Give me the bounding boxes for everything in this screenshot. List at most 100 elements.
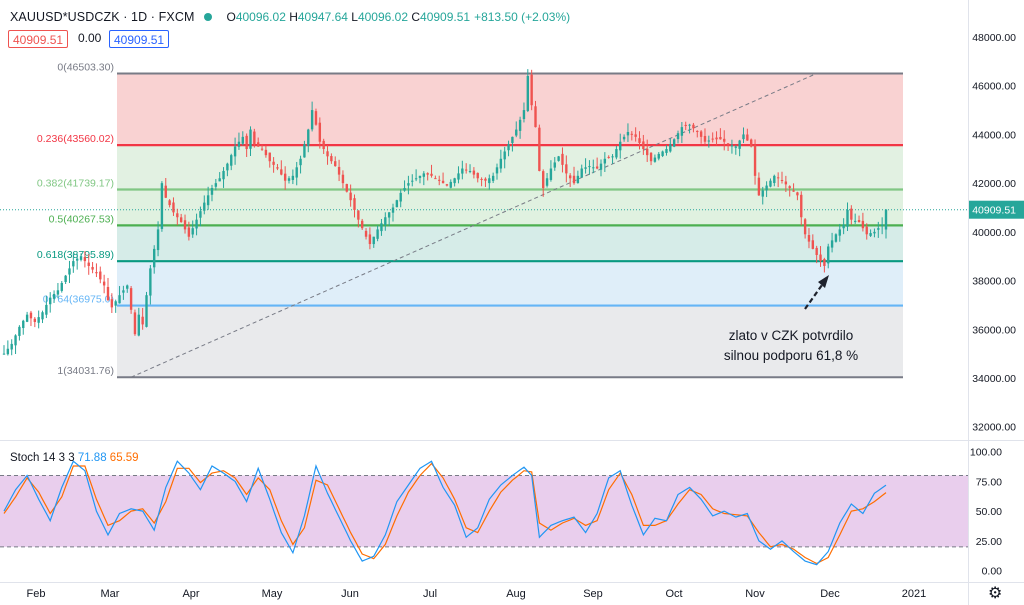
candle (538, 124, 541, 172)
candle (642, 134, 645, 155)
candle (2, 345, 6, 355)
fib-label-0: 0(46503.30) (57, 61, 114, 73)
candle (672, 138, 676, 148)
candle (45, 295, 48, 319)
candle (353, 194, 356, 218)
candle (137, 307, 140, 337)
candle (495, 163, 499, 180)
candle (526, 69, 530, 113)
candle-body (803, 219, 807, 235)
candle-body (22, 320, 25, 329)
candle (696, 130, 699, 138)
candle (6, 340, 10, 356)
settings-gear-icon[interactable]: ⚙ (988, 585, 1003, 602)
candle-body (873, 231, 876, 234)
candle (638, 131, 641, 150)
candle-body (572, 175, 576, 184)
candle-body (403, 188, 406, 191)
candle (164, 177, 167, 199)
candle (172, 197, 175, 216)
stoch-d-value: 65.59 (109, 452, 139, 464)
candle (222, 167, 225, 188)
candle (484, 177, 487, 187)
buy-price-button[interactable]: 40909.51 (109, 30, 170, 48)
annotation-arrow-head (818, 275, 829, 288)
candle (468, 164, 472, 174)
candle (72, 253, 75, 273)
candle (106, 277, 110, 302)
candle (688, 123, 691, 134)
fib-label-0.236: 0.236(43560.02) (37, 133, 114, 145)
candle-body (815, 247, 818, 255)
candle (746, 128, 749, 141)
candle (457, 166, 460, 184)
candle (788, 185, 791, 197)
candle (626, 123, 630, 142)
candle (87, 254, 90, 275)
candle (553, 157, 556, 171)
candle-body (669, 144, 672, 152)
stoch-tick-label: 0.00 (982, 566, 1003, 578)
candle (576, 170, 580, 184)
candle-body (538, 127, 541, 171)
candle (438, 175, 441, 186)
candle-body (364, 230, 368, 237)
candle-body (318, 122, 322, 142)
candle (49, 292, 52, 313)
sell-price-button[interactable]: 40909.51 (8, 30, 69, 48)
candle-body (422, 173, 426, 177)
candle (56, 283, 60, 299)
candle-body (75, 258, 79, 261)
candle (37, 310, 40, 329)
candle (99, 266, 102, 284)
candle-body (534, 106, 537, 128)
candle (742, 127, 745, 144)
candle-body (95, 272, 98, 274)
candle (434, 175, 437, 180)
candle (18, 325, 21, 341)
candle-body (295, 167, 298, 178)
candle-body (676, 133, 680, 140)
fib-band-0.5-0.618 (117, 225, 903, 262)
candle (179, 213, 183, 223)
candle-body (322, 140, 325, 150)
candle-body (857, 220, 861, 223)
candle (719, 128, 722, 140)
candle-body (518, 119, 522, 131)
candle (823, 257, 826, 273)
symbol-title[interactable]: XAUUSD*USDCZK · 1D · FXCM (10, 10, 195, 24)
fib-band-0.236-0.382 (117, 145, 903, 190)
candle-body (773, 175, 776, 184)
candle-body (561, 153, 564, 165)
candle-body (25, 314, 29, 322)
candle-body (118, 295, 121, 304)
candle-body (237, 141, 241, 147)
candle (149, 265, 152, 305)
candle (195, 213, 198, 236)
candle-body (592, 167, 595, 169)
fib-band-0.618-0.764 (117, 261, 903, 306)
candle-body (611, 156, 614, 158)
candle-body (595, 166, 599, 169)
candle (387, 211, 391, 227)
fib-label-1: 1(34031.76) (57, 365, 114, 377)
candle (214, 178, 218, 191)
candle-body (414, 178, 418, 180)
candle-body (511, 136, 514, 144)
candle-body (646, 148, 649, 156)
candle (430, 164, 433, 178)
candle (830, 232, 834, 253)
candle-body (203, 202, 206, 211)
candle (572, 166, 576, 185)
candle (391, 203, 395, 222)
candle-body (515, 129, 518, 136)
candle (607, 155, 610, 159)
candle (476, 172, 479, 183)
candle-body (711, 138, 714, 140)
stoch-legend[interactable]: Stoch 14 3 3 71.88 65.59 (10, 452, 139, 464)
candle (287, 176, 291, 184)
candle (52, 290, 56, 303)
candle-body (457, 173, 460, 180)
